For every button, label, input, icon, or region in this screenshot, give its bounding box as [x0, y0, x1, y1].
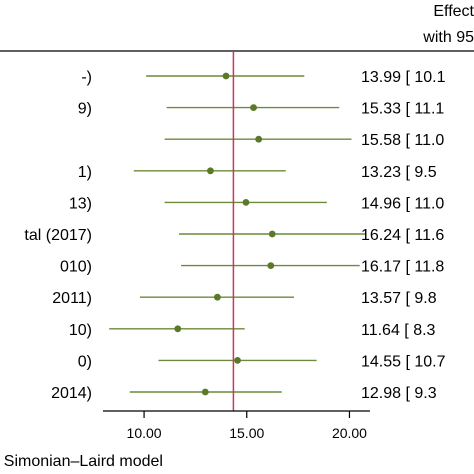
effect-point — [207, 167, 214, 175]
effect-text: 16.24 [ 11.6 — [361, 227, 444, 244]
effect-text: 13.99 [ 10.1 — [361, 69, 446, 86]
study-label: 2014) — [51, 385, 92, 402]
study-label: 010) — [60, 259, 92, 276]
study-label: -) — [81, 69, 92, 86]
study-label: tal (2017) — [24, 227, 92, 244]
model-label: r Simonian–Laird model — [0, 453, 163, 470]
study-label: 0) — [78, 353, 92, 370]
effect-text: 15.58 [ 11.0 — [361, 132, 444, 149]
effect-point — [267, 262, 275, 269]
effect-text: 15.33 [ 11.1 — [361, 101, 444, 118]
effect-point — [234, 357, 241, 364]
study-label: 13) — [69, 195, 92, 212]
study-row: -) 13.99 [ 10.1 — [81, 69, 445, 86]
study-row: 2014) 12.98 [ 9.3 — [51, 385, 437, 402]
study-row: 1) 13.23 [ 9.5 — [78, 164, 437, 181]
effect-point — [222, 72, 230, 80]
study-row: 15.58 [ 11.0 — [164, 132, 444, 149]
x-tick-label: 15.00 — [229, 425, 264, 441]
studies-layer: -) 13.99 [ 10.1 9) 15.33 [ 11.1 15.58 [ 11.0… — [24, 69, 445, 402]
study-row: 010) 16.17 [ 11.8 — [60, 259, 444, 276]
x-axis: 10.00 15.00 20.00 — [103, 410, 370, 441]
study-row: 9) 15.33 [ 11.1 — [78, 101, 445, 118]
effect-point — [242, 199, 250, 206]
study-row: 0) 14.55 [ 10.7 — [78, 353, 446, 370]
x-tick-label: 20.00 — [332, 425, 367, 441]
effect-text: 16.17 [ 11.8 — [361, 259, 444, 276]
effect-point — [268, 230, 276, 238]
header-effect-label: Effect — [433, 3, 474, 20]
study-row: 13) 14.96 [ 11.0 — [69, 195, 445, 212]
study-label: 10) — [69, 322, 92, 339]
effect-point — [201, 388, 209, 396]
study-label: 1) — [78, 164, 92, 181]
study-label: 2011) — [52, 290, 92, 307]
study-row: 2011) 13.57 [ 9.8 — [52, 290, 436, 307]
study-label: 9) — [78, 101, 92, 118]
header-ci-label: with 95 — [422, 29, 474, 46]
effect-text: 11.64 [ 8.3 — [361, 322, 436, 339]
x-tick-label: 10.00 — [127, 425, 162, 441]
effect-point — [250, 104, 257, 111]
study-row: 10) 11.64 [ 8.3 — [69, 322, 436, 339]
study-row: tal (2017) 16.24 [ 11.6 — [24, 227, 444, 244]
effect-point — [213, 293, 221, 301]
effect-text: 12.98 [ 9.3 — [361, 385, 437, 402]
effect-point — [255, 135, 263, 143]
effect-text: 14.55 [ 10.7 — [361, 353, 446, 370]
effect-text: 13.57 [ 9.8 — [361, 290, 437, 307]
effect-point — [174, 325, 182, 333]
effect-text: 14.96 [ 11.0 — [361, 195, 444, 212]
effect-text: 13.23 [ 9.5 — [361, 164, 437, 181]
